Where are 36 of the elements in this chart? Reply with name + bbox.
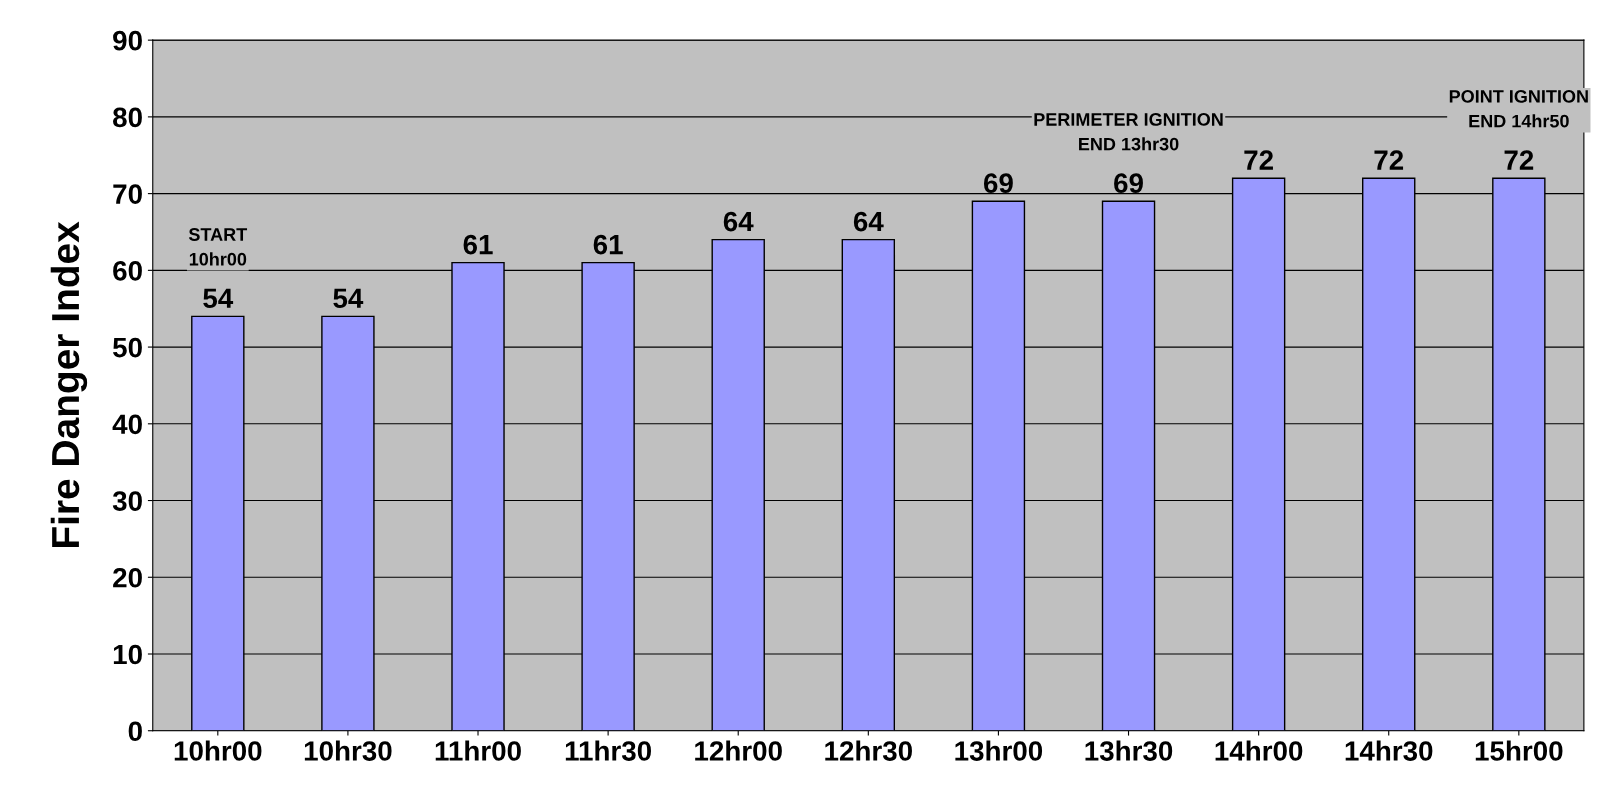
data-label: 72 xyxy=(1244,150,1273,170)
x-tick-label: 11hr30 xyxy=(565,740,651,761)
annotation: PERIMETER IGNITION END 13hr30 xyxy=(1034,113,1223,151)
data-label: 61 xyxy=(463,234,493,255)
y-tick-label: 0 xyxy=(128,721,142,742)
x-tick-label: 10hr00 xyxy=(174,740,262,761)
data-label: 72 xyxy=(1374,150,1404,170)
data-label: 64 xyxy=(723,211,754,232)
y-tick-label: 60 xyxy=(113,261,142,281)
data-label: 69 xyxy=(1114,173,1143,194)
y-tick-label: 30 xyxy=(112,491,142,511)
y-axis-title: Fire Danger Index xyxy=(50,221,88,548)
x-tick-label: 13hr00 xyxy=(955,740,1043,761)
data-label: 72 xyxy=(1504,150,1534,170)
y-tick-label: 70 xyxy=(113,184,142,204)
annotation: POINT IGNITION END 14hr50 xyxy=(1449,90,1588,128)
y-tick-label: 10 xyxy=(113,644,142,665)
y-tick-label: 40 xyxy=(112,414,142,435)
x-tick-label: 10hr30 xyxy=(304,740,392,761)
x-tick-label: 12hr00 xyxy=(695,740,782,761)
data-label: 64 xyxy=(853,211,884,232)
y-tick-label: 80 xyxy=(113,107,142,128)
x-tick-label: 14hr30 xyxy=(1345,740,1433,761)
data-label: 61 xyxy=(593,234,623,255)
data-label: 54 xyxy=(203,288,234,309)
y-tick-label: 50 xyxy=(113,337,142,358)
y-tick-label: 90 xyxy=(113,30,142,51)
data-label: 69 xyxy=(983,173,1013,194)
x-tick-label: 12hr30 xyxy=(825,740,912,761)
data-label: 54 xyxy=(333,288,364,309)
x-tick-label: 14hr00 xyxy=(1215,740,1303,761)
annotation: START 10hr00 xyxy=(188,228,248,266)
x-tick-label: 13hr30 xyxy=(1085,740,1173,761)
x-tick-label: 11hr00 xyxy=(435,740,521,761)
x-tick-label: 15hr00 xyxy=(1475,740,1563,761)
y-tick-label: 20 xyxy=(113,567,142,588)
